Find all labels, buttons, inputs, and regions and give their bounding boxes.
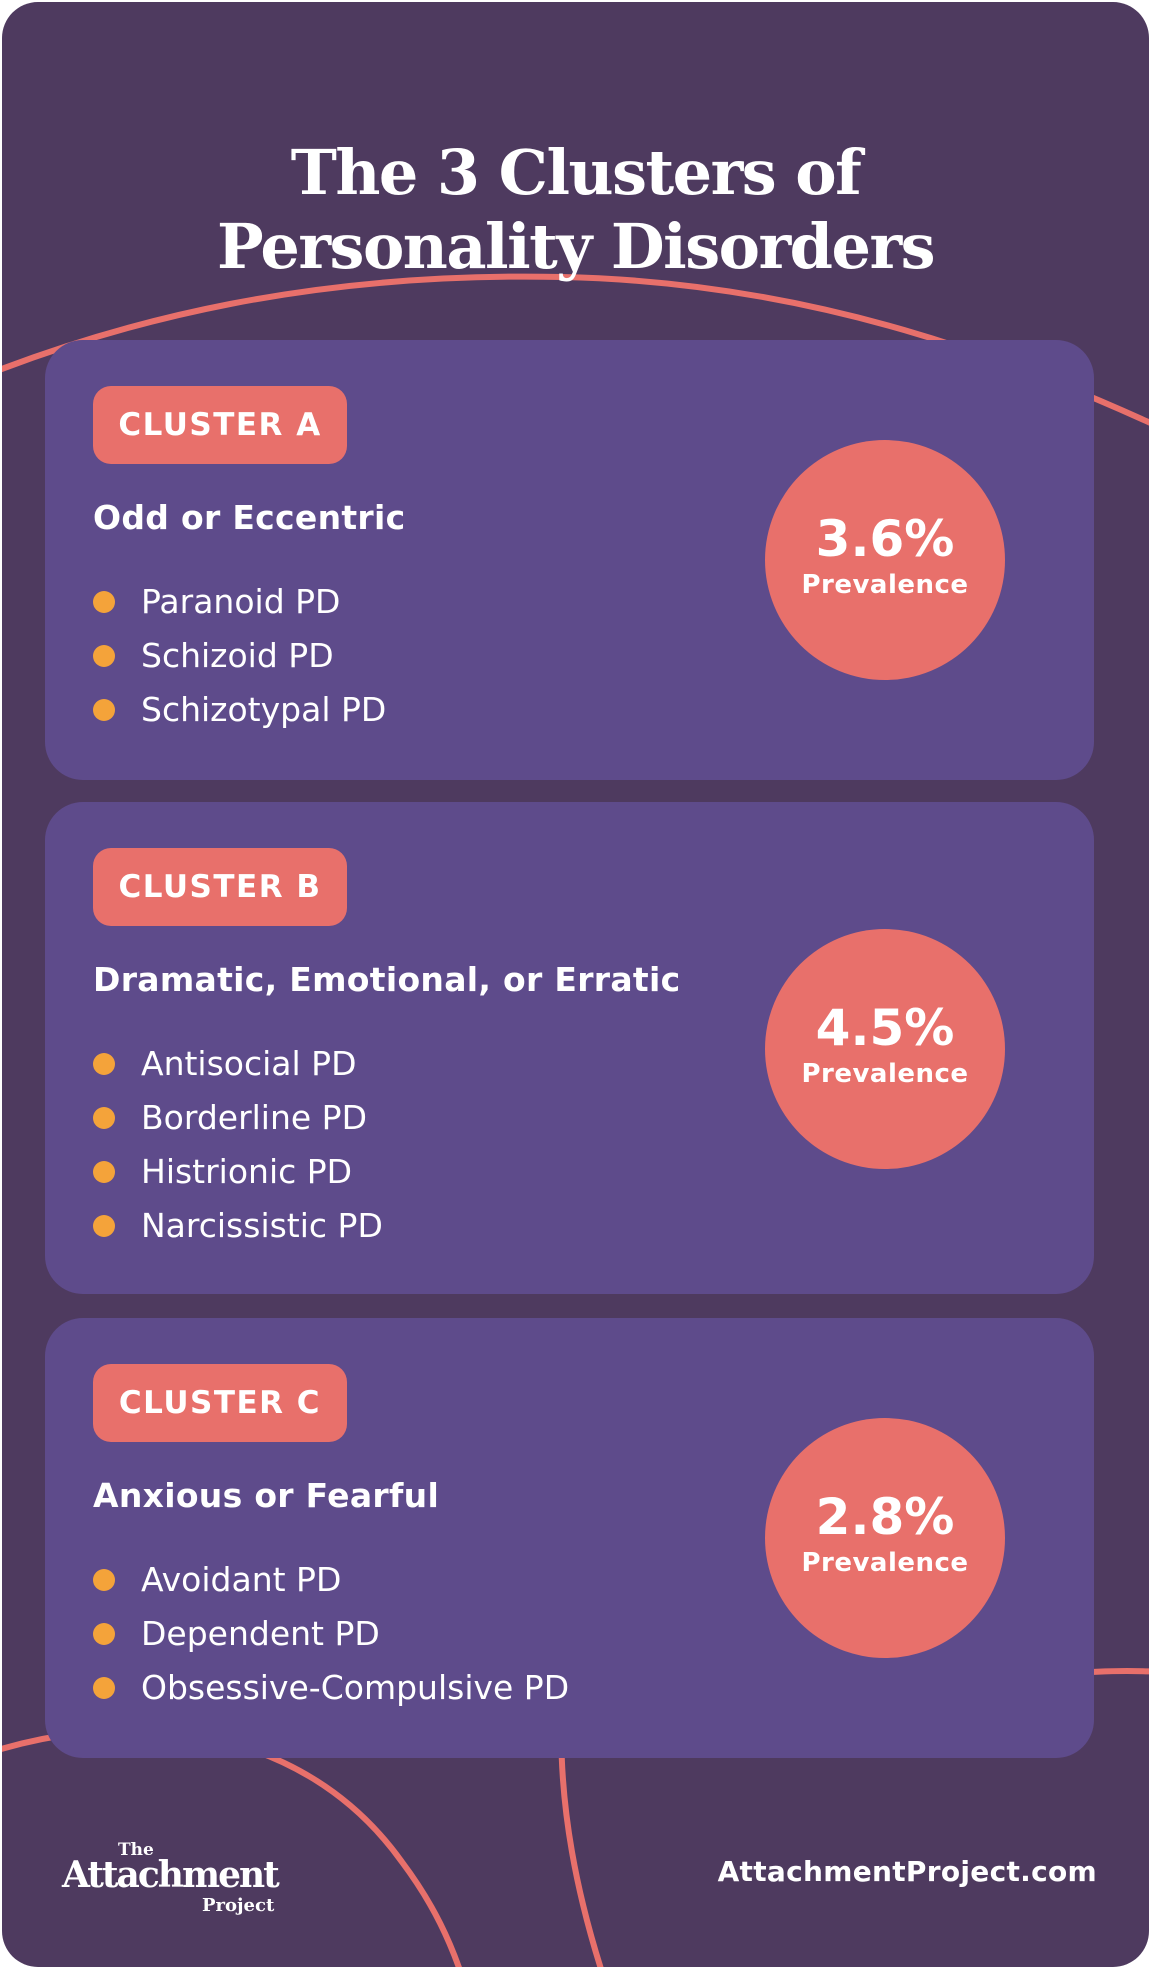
list-item: Histrionic PD [93, 1145, 383, 1199]
disorder-label: Schizoid PD [141, 636, 334, 675]
bullet-icon [93, 1623, 115, 1645]
disorder-label: Narcissistic PD [141, 1206, 383, 1245]
prevalence-value: 3.6% [815, 510, 955, 568]
list-item: Obsessive-Compulsive PD [93, 1661, 569, 1715]
title-line-1: The 3 Clusters of [290, 135, 862, 209]
disorder-label: Dependent PD [141, 1614, 380, 1653]
bullet-icon [93, 1677, 115, 1699]
website-link[interactable]: AttachmentProject.com [717, 1855, 1097, 1888]
cluster-badge: CLUSTER C [93, 1364, 347, 1442]
logo-project-text: Project [202, 1895, 275, 1916]
attachment-project-logo[interactable]: The Attachment Project [62, 1840, 282, 1920]
list-item: Borderline PD [93, 1091, 383, 1145]
prevalence-label: Prevalence [801, 570, 969, 600]
list-item: Schizotypal PD [93, 683, 386, 737]
disorder-label: Obsessive-Compulsive PD [141, 1668, 570, 1707]
bullet-icon [93, 1569, 115, 1591]
bullet-icon [93, 645, 115, 667]
prevalence-circle: 2.8% Prevalence [765, 1418, 1005, 1658]
prevalence-circle: 4.5% Prevalence [765, 929, 1005, 1169]
prevalence-circle: 3.6% Prevalence [765, 440, 1005, 680]
page-title: The 3 Clusters of Personality Disorders [2, 136, 1149, 284]
prevalence-label: Prevalence [801, 1548, 969, 1578]
list-item: Avoidant PD [93, 1553, 569, 1607]
disorder-label: Histrionic PD [141, 1152, 353, 1191]
prevalence-value: 4.5% [815, 999, 955, 1057]
cluster-a-card: CLUSTER A Odd or Eccentric Paranoid PD S… [45, 340, 1094, 780]
list-item: Paranoid PD [93, 575, 386, 629]
cluster-subtitle: Anxious or Fearful [93, 1476, 440, 1515]
cluster-b-card: CLUSTER B Dramatic, Emotional, or Errati… [45, 802, 1094, 1294]
disorder-label: Borderline PD [141, 1098, 367, 1137]
disorder-list: Avoidant PD Dependent PD Obsessive-Compu… [93, 1553, 569, 1715]
bullet-icon [93, 591, 115, 613]
disorder-label: Schizotypal PD [141, 690, 387, 729]
prevalence-label: Prevalence [801, 1059, 969, 1089]
list-item: Schizoid PD [93, 629, 386, 683]
logo-main-text: Attachment [62, 1854, 280, 1896]
disorder-list: Paranoid PD Schizoid PD Schizotypal PD [93, 575, 386, 737]
list-item: Antisocial PD [93, 1037, 383, 1091]
bullet-icon [93, 1053, 115, 1075]
cluster-subtitle: Odd or Eccentric [93, 498, 406, 537]
prevalence-value: 2.8% [815, 1488, 955, 1546]
disorder-label: Paranoid PD [141, 582, 341, 621]
bullet-icon [93, 1215, 115, 1237]
bullet-icon [93, 699, 115, 721]
cluster-subtitle: Dramatic, Emotional, or Erratic [93, 960, 681, 999]
bullet-icon [93, 1107, 115, 1129]
list-item: Dependent PD [93, 1607, 569, 1661]
list-item: Narcissistic PD [93, 1199, 383, 1253]
logo-the-text: The [118, 1840, 154, 1860]
cluster-badge: CLUSTER A [93, 386, 347, 464]
cluster-badge: CLUSTER B [93, 848, 347, 926]
title-line-2: Personality Disorders [216, 209, 936, 283]
disorder-label: Avoidant PD [141, 1560, 342, 1599]
disorder-label: Antisocial PD [141, 1044, 357, 1083]
cluster-c-card: CLUSTER C Anxious or Fearful Avoidant PD… [45, 1318, 1094, 1758]
disorder-list: Antisocial PD Borderline PD Histrionic P… [93, 1037, 383, 1253]
bullet-icon [93, 1161, 115, 1183]
